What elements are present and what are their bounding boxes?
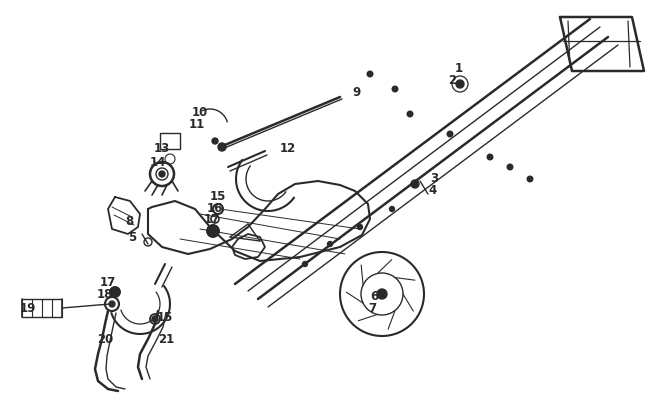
Circle shape	[392, 87, 398, 93]
Circle shape	[367, 72, 373, 78]
Text: 10: 10	[192, 105, 208, 118]
Text: 7: 7	[368, 301, 376, 314]
Circle shape	[411, 181, 419, 189]
Circle shape	[328, 242, 333, 247]
Circle shape	[302, 262, 307, 267]
Text: 21: 21	[158, 333, 174, 345]
Text: 15: 15	[157, 311, 174, 324]
Circle shape	[358, 225, 363, 230]
Circle shape	[218, 144, 226, 151]
Circle shape	[389, 207, 395, 212]
Text: 12: 12	[280, 141, 296, 154]
Text: 6: 6	[370, 289, 378, 302]
Text: 17: 17	[204, 213, 220, 226]
Text: 15: 15	[210, 189, 226, 202]
Circle shape	[407, 112, 413, 117]
Text: 2: 2	[448, 73, 456, 86]
Text: 14: 14	[150, 155, 166, 168]
Text: 17: 17	[100, 275, 116, 288]
Circle shape	[456, 81, 464, 89]
Text: 8: 8	[125, 215, 133, 228]
Circle shape	[212, 139, 218, 145]
Circle shape	[447, 132, 453, 137]
Circle shape	[377, 289, 387, 299]
Text: 9: 9	[352, 85, 360, 98]
Text: 13: 13	[154, 141, 170, 154]
Circle shape	[152, 316, 158, 322]
Text: 1: 1	[455, 61, 463, 74]
Circle shape	[527, 177, 533, 182]
Circle shape	[507, 165, 513, 171]
Circle shape	[110, 302, 114, 306]
Text: 3: 3	[430, 171, 438, 184]
Circle shape	[207, 226, 219, 237]
Text: 4: 4	[428, 183, 436, 196]
Text: 19: 19	[20, 301, 36, 314]
Text: 5: 5	[128, 231, 136, 244]
Circle shape	[110, 287, 120, 297]
Bar	[160, 134, 180, 149]
Text: 16: 16	[207, 201, 224, 214]
Circle shape	[488, 155, 493, 160]
Text: 18: 18	[97, 288, 113, 301]
Text: 20: 20	[97, 333, 113, 345]
Text: 11: 11	[189, 117, 205, 130]
Circle shape	[159, 172, 165, 177]
